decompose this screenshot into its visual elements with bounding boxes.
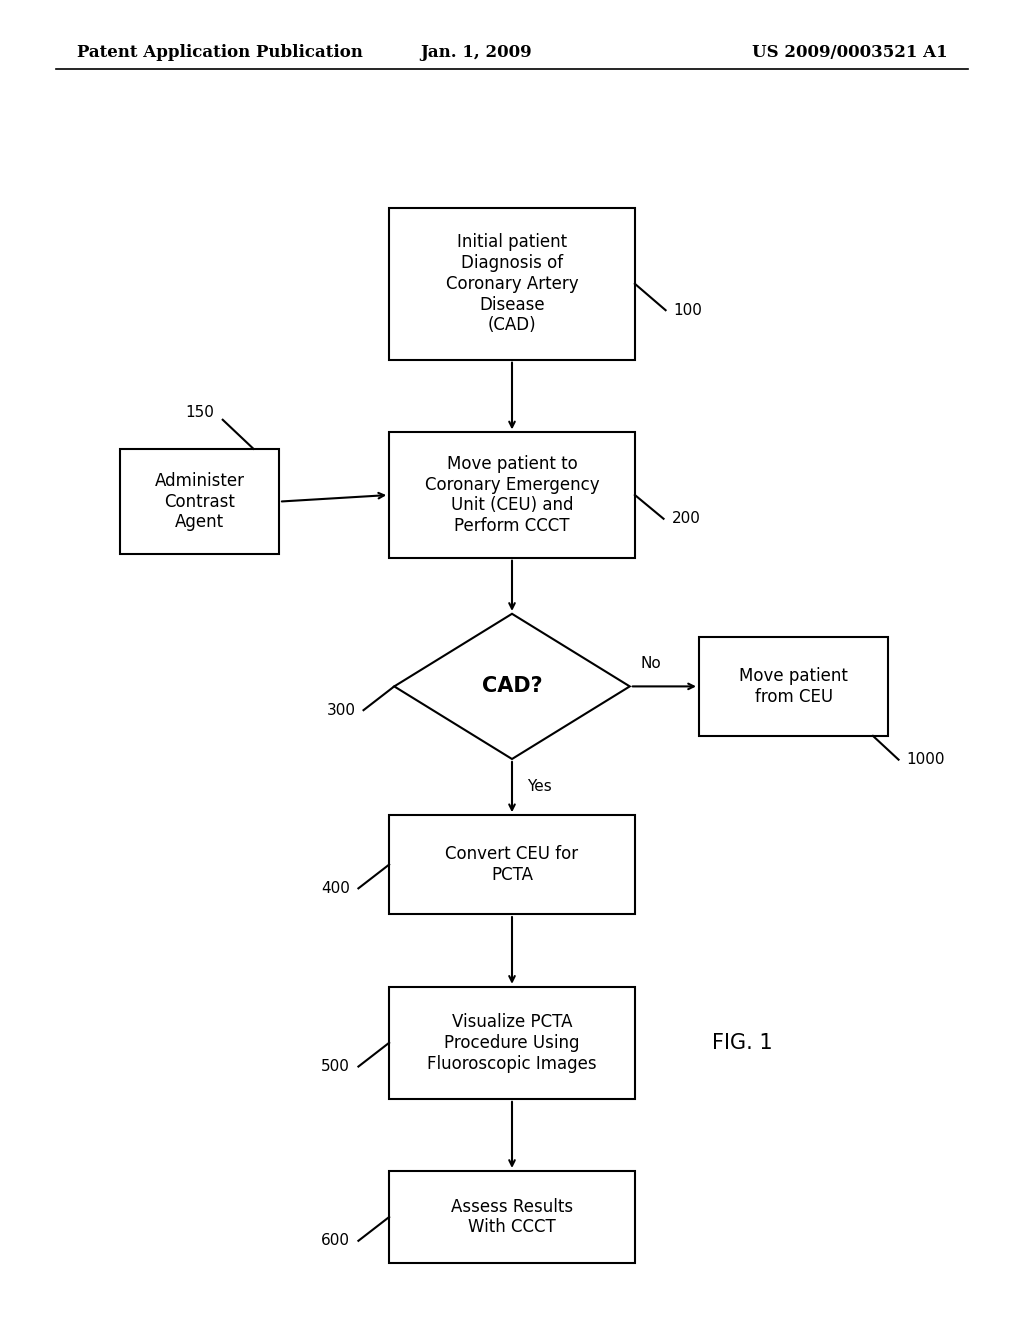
FancyBboxPatch shape <box>389 433 635 557</box>
Text: Initial patient
Diagnosis of
Coronary Artery
Disease
(CAD): Initial patient Diagnosis of Coronary Ar… <box>445 234 579 334</box>
Text: 300: 300 <box>327 702 355 718</box>
FancyBboxPatch shape <box>698 638 888 737</box>
Text: Convert CEU for
PCTA: Convert CEU for PCTA <box>445 845 579 884</box>
FancyBboxPatch shape <box>389 814 635 913</box>
Text: 1000: 1000 <box>907 752 945 767</box>
FancyBboxPatch shape <box>121 449 279 554</box>
Text: Jan. 1, 2009: Jan. 1, 2009 <box>420 45 532 61</box>
Text: 100: 100 <box>674 302 702 318</box>
Text: CAD?: CAD? <box>481 676 543 697</box>
Text: Move patient to
Coronary Emergency
Unit (CEU) and
Perform CCCT: Move patient to Coronary Emergency Unit … <box>425 455 599 535</box>
FancyBboxPatch shape <box>389 1171 635 1263</box>
Text: 200: 200 <box>672 511 700 527</box>
Text: US 2009/0003521 A1: US 2009/0003521 A1 <box>752 45 947 61</box>
FancyBboxPatch shape <box>389 987 635 1098</box>
Polygon shape <box>394 614 630 759</box>
Text: Patent Application Publication: Patent Application Publication <box>77 45 362 61</box>
Text: Administer
Contrast
Agent: Administer Contrast Agent <box>155 471 245 532</box>
Text: 600: 600 <box>322 1233 350 1249</box>
Text: FIG. 1: FIG. 1 <box>712 1032 773 1053</box>
Text: No: No <box>640 656 660 671</box>
Text: 400: 400 <box>322 880 350 896</box>
Text: 150: 150 <box>185 405 215 420</box>
FancyBboxPatch shape <box>389 207 635 359</box>
Text: Move patient
from CEU: Move patient from CEU <box>739 667 848 706</box>
Text: 500: 500 <box>322 1059 350 1074</box>
Text: Visualize PCTA
Procedure Using
Fluoroscopic Images: Visualize PCTA Procedure Using Fluorosco… <box>427 1012 597 1073</box>
Text: Yes: Yes <box>527 779 552 793</box>
Text: Assess Results
With CCCT: Assess Results With CCCT <box>451 1197 573 1237</box>
